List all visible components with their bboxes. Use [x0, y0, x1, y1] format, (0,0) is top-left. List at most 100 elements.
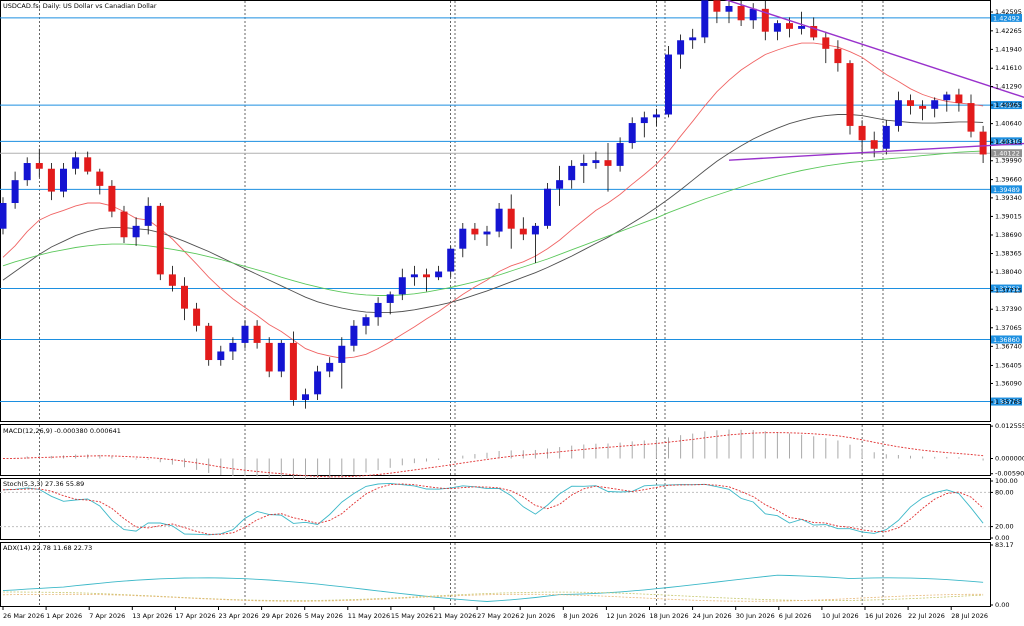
candle[interactable]	[858, 120, 866, 155]
candle[interactable]	[979, 125, 987, 164]
candle[interactable]	[96, 168, 104, 195]
candle[interactable]	[410, 265, 418, 286]
candle[interactable]	[144, 197, 152, 235]
candle[interactable]	[60, 163, 67, 198]
candle[interactable]	[677, 34, 685, 69]
candles[interactable]	[0, 0, 987, 409]
candle[interactable]	[943, 91, 951, 112]
candle[interactable]	[447, 245, 455, 278]
candle[interactable]	[931, 97, 939, 118]
candle[interactable]	[628, 117, 636, 149]
price-tick-label: 1.40315	[995, 138, 1022, 146]
candle[interactable]	[120, 205, 128, 243]
candle[interactable]	[568, 160, 576, 189]
trendline[interactable]	[693, 0, 1024, 100]
adx-main-line	[2, 574, 984, 602]
candle[interactable]	[894, 91, 902, 132]
candle[interactable]	[955, 88, 963, 112]
candle[interactable]	[471, 222, 479, 241]
candle[interactable]	[967, 94, 975, 138]
candle[interactable]	[193, 302, 201, 332]
candle[interactable]	[882, 120, 890, 155]
candle[interactable]	[72, 151, 80, 175]
candle[interactable]	[108, 180, 116, 218]
price-tick-label: 1.38040	[995, 268, 1022, 276]
candle[interactable]	[761, 0, 769, 41]
candle[interactable]	[205, 322, 213, 366]
ma-slow-line	[2, 150, 984, 296]
candle[interactable]	[544, 183, 551, 229]
candle[interactable]	[326, 357, 334, 378]
candle[interactable]	[398, 268, 406, 301]
candle[interactable]	[253, 320, 261, 349]
candle[interactable]	[483, 225, 491, 246]
candle[interactable]	[229, 337, 237, 361]
candle[interactable]	[302, 388, 309, 409]
candle[interactable]	[556, 165, 564, 206]
candle[interactable]	[459, 222, 467, 258]
candle[interactable]	[241, 320, 249, 349]
candle[interactable]	[701, 0, 709, 44]
candle[interactable]	[423, 268, 430, 292]
candle[interactable]	[168, 265, 176, 292]
candle[interactable]	[23, 157, 31, 186]
price-tick-label: 1.40965	[995, 101, 1022, 109]
candle[interactable]	[870, 131, 878, 158]
candle[interactable]	[713, 0, 721, 24]
candle[interactable]	[846, 60, 854, 135]
candle[interactable]	[11, 171, 19, 209]
candle[interactable]	[386, 291, 394, 315]
price-tick-label: 1.42265	[995, 27, 1022, 35]
candle[interactable]	[47, 163, 55, 201]
candle[interactable]	[725, 0, 733, 24]
candle[interactable]	[507, 194, 515, 249]
candle[interactable]	[350, 320, 358, 352]
candle[interactable]	[374, 297, 382, 326]
svg-text:1.40330: 1.40330	[993, 138, 1020, 146]
candle[interactable]	[580, 154, 588, 184]
candle[interactable]	[604, 143, 612, 192]
indicator-tick-label: 83.17	[995, 541, 1014, 549]
candle[interactable]	[0, 197, 7, 235]
horizontal-levels[interactable]: 1.42492 1.40965 1.40330 1.39489 1.37752 1.368…	[0, 13, 1022, 406]
candle[interactable]	[749, 3, 757, 29]
candle[interactable]	[773, 20, 781, 41]
candle[interactable]	[531, 222, 539, 263]
candle[interactable]	[907, 94, 914, 115]
candle[interactable]	[834, 40, 842, 72]
candle[interactable]	[265, 337, 273, 378]
trendlines[interactable]	[693, 0, 1024, 161]
candle[interactable]	[338, 337, 346, 389]
candle[interactable]	[495, 203, 503, 238]
candle[interactable]	[217, 345, 225, 366]
price-tick-label: 1.37390	[995, 305, 1022, 313]
candle[interactable]	[35, 148, 43, 178]
candle[interactable]	[737, 0, 745, 26]
candle[interactable]	[84, 151, 92, 175]
level-label: 1.35773	[991, 397, 1022, 406]
candle[interactable]	[919, 100, 927, 121]
candle[interactable]	[665, 45, 672, 118]
candle[interactable]	[435, 265, 443, 281]
candle[interactable]	[822, 31, 830, 64]
trendline[interactable]	[728, 142, 1024, 161]
candle[interactable]	[652, 108, 660, 126]
candle[interactable]	[277, 340, 285, 378]
candle[interactable]	[362, 314, 370, 335]
time-tick-label: 11 May 2026	[348, 612, 390, 620]
adx-minus-line	[2, 593, 984, 602]
candle[interactable]	[519, 217, 527, 241]
candle[interactable]	[640, 111, 648, 138]
candle[interactable]	[314, 365, 322, 401]
candle[interactable]	[798, 11, 806, 35]
candle[interactable]	[616, 137, 624, 172]
candle[interactable]	[156, 203, 164, 281]
candle[interactable]	[132, 217, 140, 246]
candle[interactable]	[289, 331, 297, 406]
indicator-tick-label: -0.005900	[995, 470, 1024, 478]
candle[interactable]	[181, 277, 188, 321]
candle[interactable]	[689, 28, 697, 49]
candle[interactable]	[592, 151, 600, 169]
